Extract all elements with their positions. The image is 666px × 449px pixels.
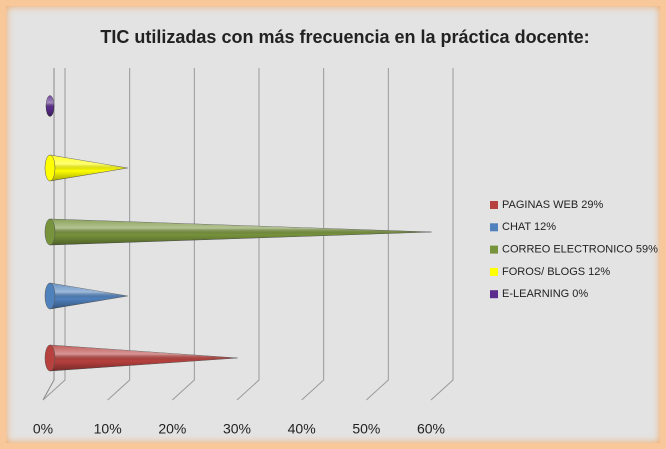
x-tick-label: 40% (288, 421, 316, 437)
x-tick-label: 60% (417, 421, 445, 437)
legend-swatch (490, 245, 498, 254)
x-tick-label: 0% (33, 421, 53, 437)
legend-label: PAGINAS WEB 29% (502, 199, 603, 211)
cone (44, 344, 238, 372)
cone (44, 154, 128, 182)
cone (44, 282, 128, 310)
grid-line (430, 68, 454, 401)
legend-swatch (490, 223, 498, 232)
grid-line (301, 68, 325, 401)
grid-line (236, 68, 260, 401)
grid-line (107, 68, 131, 401)
x-tick-label: 50% (352, 421, 380, 437)
legend-swatch (490, 201, 498, 209)
legend-swatch (490, 290, 498, 299)
legend-label: FOROS/ BLOGS 12% (502, 266, 610, 278)
grid-line (171, 68, 195, 401)
legend-label: CHAT 12% (502, 221, 556, 233)
chart-title: TIC utilizadas con más frecuencia en la … (100, 27, 589, 47)
x-tick-label: 30% (223, 421, 251, 437)
grid-line (365, 68, 389, 401)
x-tick-label: 10% (94, 421, 122, 437)
legend-swatch (490, 267, 498, 276)
cone (44, 218, 432, 246)
legend-label: E-LEARNING 0% (502, 288, 588, 300)
legend-label: CORREO ELECTRONICO 59% (502, 244, 658, 256)
x-tick-label: 20% (158, 421, 186, 437)
cone (45, 95, 55, 117)
